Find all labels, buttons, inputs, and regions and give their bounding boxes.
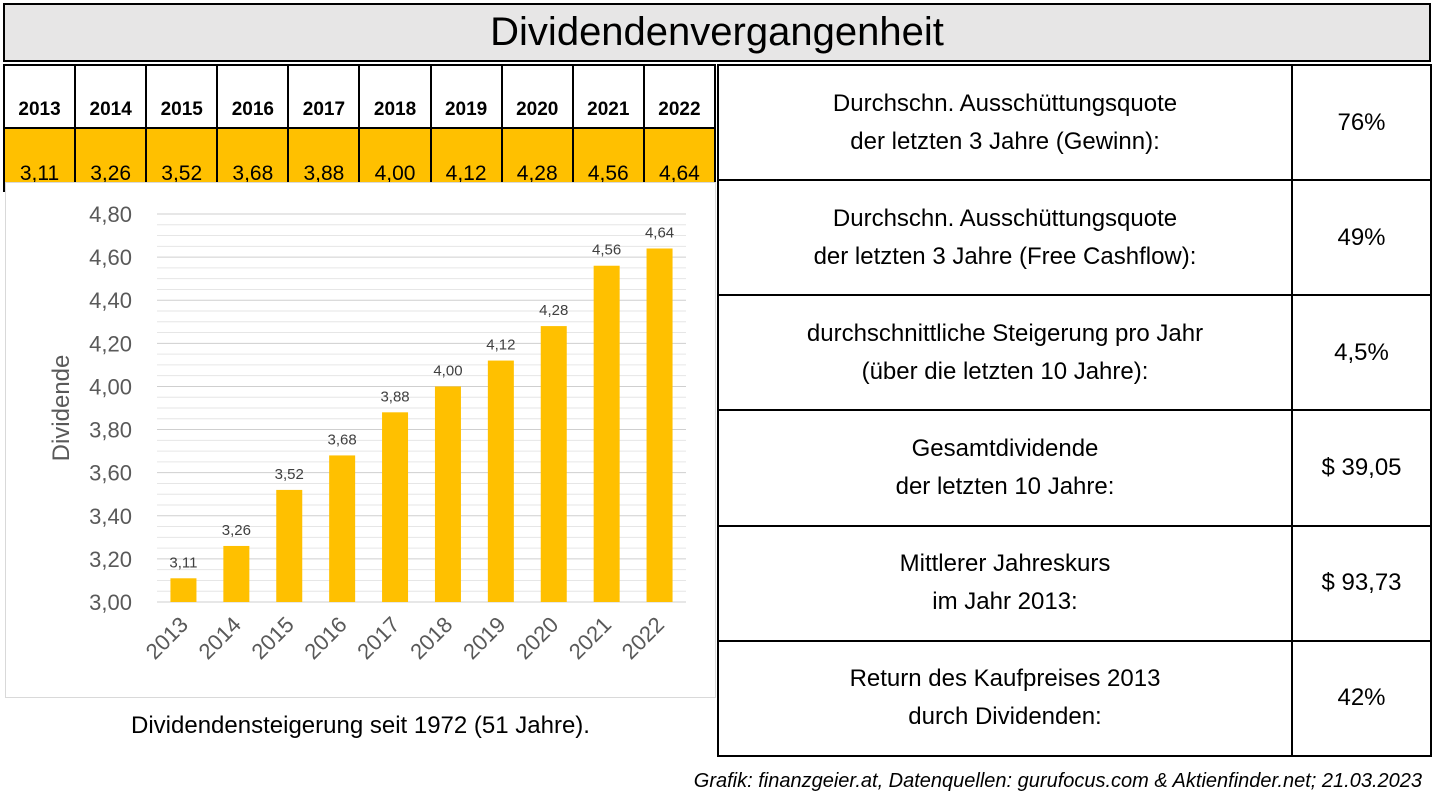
y-tick-label: 3,00	[89, 590, 132, 615]
metric-label-line1: durchschnittliche Steigerung pro Jahr	[806, 319, 1204, 347]
dividend-value-cell: 4,64	[642, 127, 717, 192]
metric-label: Durchschn. Ausschüttungsquote der letzten…	[717, 179, 1293, 297]
data-label: 3,88	[380, 388, 409, 405]
metric-label-line2: der letzten 3 Jahre (Free Cashflow):	[813, 242, 1197, 270]
metric-label-line1: Return des Kaufpreises 2013	[849, 665, 1161, 693]
year-cell: 2013	[2, 64, 77, 129]
dividend-year-table: 2013 2014 2015 2016 2017 2018 2019 2020 …	[2, 64, 717, 192]
metric-label: durchschnittliche Steigerung pro Jahr (üb…	[717, 294, 1293, 412]
metric-value: 49%	[1291, 179, 1432, 297]
bar	[223, 545, 250, 602]
metric-label-line1: Durchschn. Ausschüttungsquote	[832, 204, 1178, 232]
dividend-value-cell: 4,00	[358, 127, 432, 192]
x-tick-label: 2017	[352, 612, 404, 664]
dividend-value-cell: 3,68	[216, 127, 290, 192]
y-tick-label: 4,40	[89, 288, 132, 313]
metric-label: Durchschn. Ausschüttungsquote der letzten…	[717, 63, 1293, 182]
metric-label-line2: im Jahr 2013:	[932, 588, 1078, 616]
y-tick-label: 4,20	[89, 331, 132, 356]
bar	[540, 326, 567, 602]
dividend-bar-chart: 3,00 3,20 3,40 3,60 3,80 4,00 4,20 4,40 4,60 4,80…	[5, 182, 716, 698]
chart-svg: 3,00 3,20 3,40 3,60 3,80 4,00 4,20 4,40 4,60 4,80…	[48, 202, 686, 664]
metric-label-line2: der letzten 10 Jahre:	[895, 473, 1115, 501]
metric-label-line2: der letzten 3 Jahre (Gewinn):	[850, 127, 1160, 155]
data-label: 3,52	[275, 466, 304, 483]
x-tick-label: 2018	[405, 612, 457, 664]
x-tick-label: 2019	[458, 612, 510, 664]
x-tick-label: 2015	[246, 612, 298, 664]
data-label: 4,56	[592, 242, 621, 259]
year-cell: 2019	[429, 64, 503, 129]
data-label: 4,28	[539, 302, 568, 319]
year-cell: 2015	[145, 64, 219, 129]
dividend-value-cell: 4,28	[500, 127, 574, 192]
page-title: Dividendenvergangenheit	[3, 3, 1431, 62]
metric-value: 4,5%	[1291, 294, 1432, 412]
data-label: 3,68	[328, 431, 357, 448]
y-tick-label: 3,40	[89, 504, 132, 529]
metric-value: 76%	[1291, 63, 1432, 182]
y-tick-label: 4,80	[89, 202, 132, 227]
year-cell: 2018	[358, 64, 432, 129]
dividend-value-cell: 3,26	[74, 127, 148, 192]
metric-label: Mittlerer Jahreskurs im Jahr 2013:	[717, 524, 1293, 642]
data-label: 3,26	[222, 522, 251, 539]
bar	[593, 265, 620, 602]
bar	[382, 412, 409, 602]
x-tick-label: 2014	[194, 612, 246, 664]
y-tick-label: 3,80	[89, 418, 132, 443]
y-tick-label: 4,00	[89, 374, 132, 399]
year-cell: 2014	[74, 64, 148, 129]
metric-label-line2: (über die letzten 10 Jahre):	[861, 357, 1149, 385]
metric-value: 42%	[1291, 639, 1432, 758]
bar	[276, 489, 303, 602]
bar	[646, 248, 673, 602]
metrics-table: Durchschn. Ausschüttungsquote der letzten…	[717, 63, 1432, 758]
dividend-value-cell: 3,88	[287, 127, 361, 192]
source-footer: Grafik: finanzgeier.at, Datenquellen: gu…	[693, 770, 1422, 792]
y-tick-label: 3,20	[89, 547, 132, 572]
bar	[487, 360, 514, 602]
year-cell: 2022	[642, 64, 717, 129]
bar	[329, 455, 356, 602]
year-cell: 2016	[216, 64, 290, 129]
dividend-value-cell: 4,56	[571, 127, 645, 192]
data-label: 4,64	[645, 224, 674, 241]
y-axis-label: Dividende	[48, 355, 75, 462]
x-tick-label: 2020	[511, 612, 563, 664]
dividend-value-cell: 4,12	[429, 127, 503, 192]
bar	[434, 386, 461, 602]
x-tick-label: 2022	[617, 612, 669, 664]
y-tick-label: 4,60	[89, 245, 132, 270]
year-cell: 2021	[571, 64, 645, 129]
metric-label-line1: Mittlerer Jahreskurs	[899, 550, 1111, 578]
y-tick-label: 3,60	[89, 461, 132, 486]
metric-value: $ 39,05	[1291, 409, 1432, 527]
metric-label-line1: Durchschn. Ausschüttungsquote	[832, 89, 1178, 117]
x-tick-label: 2013	[141, 612, 193, 664]
year-cell: 2020	[500, 64, 574, 129]
metric-label-line1: Gesamtdividende	[911, 435, 1099, 463]
chart-caption: Dividendensteigerung seit 1972 (51 Jahre…	[131, 712, 590, 739]
data-label: 4,00	[433, 362, 462, 379]
bar	[170, 578, 197, 602]
data-label: 3,11	[169, 554, 197, 571]
data-label: 4,12	[486, 337, 515, 354]
x-tick-label: 2021	[564, 612, 616, 664]
metric-label-line2: durch Dividenden:	[908, 703, 1102, 731]
year-cell: 2017	[287, 64, 361, 129]
metric-label: Return des Kaufpreises 2013 durch Dividen…	[717, 639, 1293, 758]
dividend-value-cell: 3,11	[2, 127, 77, 192]
x-tick-label: 2016	[299, 612, 351, 664]
metric-value: $ 93,73	[1291, 524, 1432, 642]
metric-label: Gesamtdividende der letzten 10 Jahre:	[717, 409, 1293, 527]
